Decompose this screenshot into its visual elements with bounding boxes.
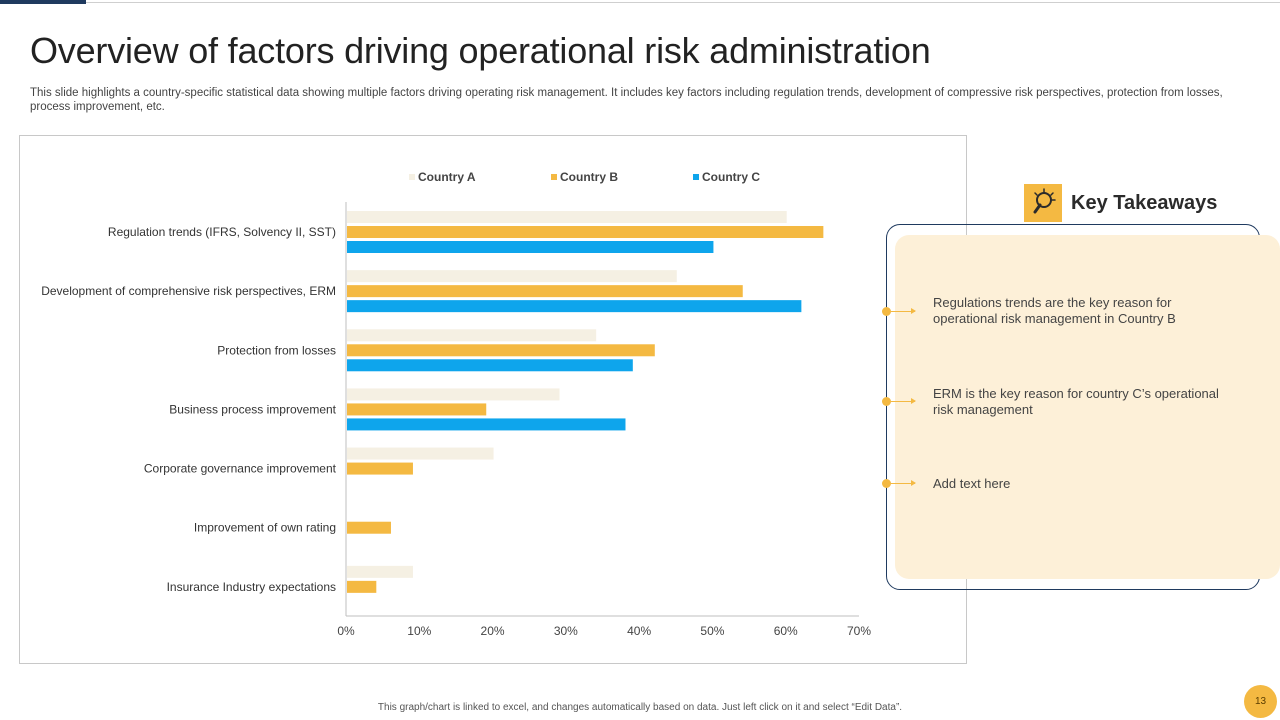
legend-label: Country A <box>418 170 476 184</box>
bar <box>347 565 413 578</box>
legend-label: Country C <box>702 170 760 184</box>
category-label: Regulation trends (IFRS, Solvency II, SS… <box>108 225 336 239</box>
takeaway-item: ERM is the key reason for country C’s op… <box>933 386 1219 417</box>
legend-label: Country B <box>560 170 618 184</box>
bar <box>347 300 802 313</box>
x-tick-label: 40% <box>627 624 651 638</box>
takeaway-item: Add text here <box>933 476 1011 491</box>
x-tick-label: 10% <box>407 624 431 638</box>
category-label: Corporate governance improvement <box>144 462 337 476</box>
top-accent-bar <box>0 0 86 4</box>
category-label: Business process improvement <box>169 402 336 416</box>
category-label: Insurance Industry expectations <box>167 580 336 594</box>
bar <box>347 359 633 372</box>
arrow-icon <box>891 308 916 314</box>
bar <box>347 226 824 238</box>
x-tick-label: 20% <box>481 624 505 638</box>
legend-swatch-icon <box>409 174 415 180</box>
legend-swatch-icon <box>551 174 557 180</box>
x-tick-label: 60% <box>774 624 798 638</box>
bar <box>347 447 494 460</box>
bar <box>347 329 597 342</box>
bar <box>347 462 413 475</box>
x-tick-label: 70% <box>847 624 871 638</box>
lightbulb-icon <box>1024 184 1062 222</box>
legend-swatch-icon <box>693 174 699 180</box>
key-takeaways-title: Key Takeaways <box>1071 192 1218 214</box>
x-tick-label: 50% <box>700 624 724 638</box>
category-label: Protection from losses <box>217 343 336 357</box>
bar <box>347 344 655 357</box>
footnote: This graph/chart is linked to excel, and… <box>377 702 903 713</box>
arrow-icon <box>891 398 916 404</box>
arrow-icon <box>891 480 916 486</box>
page-title: Overview of factors driving operational … <box>30 30 931 71</box>
bar <box>347 521 391 534</box>
bar <box>347 580 377 593</box>
bullet-dot-icon <box>882 479 891 488</box>
bullet-dot-icon <box>882 397 891 406</box>
top-rule <box>0 2 1280 3</box>
page-number-badge: 13 <box>1244 685 1277 718</box>
bar-chart: 0% 10% 20% 30% 40% 50% 60% 70% Country A Country … <box>41 170 871 638</box>
bar <box>347 285 743 298</box>
bar <box>347 388 560 401</box>
category-label: Improvement of own rating <box>194 521 336 535</box>
bullet-dot-icon <box>882 307 891 316</box>
page-subtitle: This slide highlights a country-specific… <box>30 87 1223 113</box>
bar <box>347 241 714 253</box>
category-label: Development of comprehensive risk perspe… <box>41 284 336 298</box>
bar <box>347 270 677 283</box>
bar <box>347 403 487 416</box>
chart-container[interactable]: 0% 10% 20% 30% 40% 50% 60% 70% Country A Country … <box>19 135 967 664</box>
takeaway-item: Regulations trends are the key reason fo… <box>933 295 1176 326</box>
x-tick-label: 0% <box>337 624 355 638</box>
bar <box>347 211 787 223</box>
x-tick-label: 30% <box>554 624 578 638</box>
key-takeaways-panel <box>895 235 1280 579</box>
bar <box>347 418 626 431</box>
